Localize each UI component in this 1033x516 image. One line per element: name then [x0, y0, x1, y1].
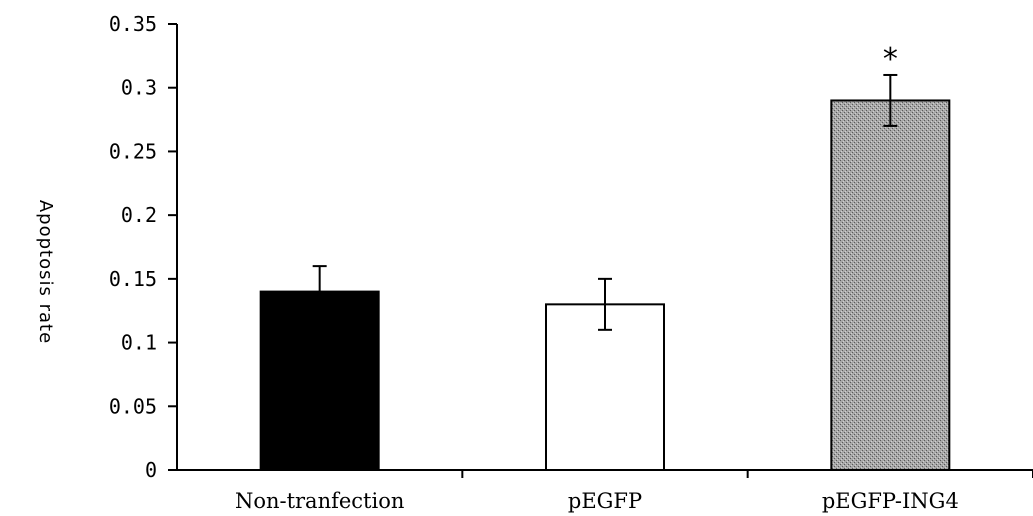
x-category-label: Non-tranfection — [235, 489, 404, 513]
y-tick-label: 0.1 — [121, 331, 157, 355]
bar-non-tranfection — [259, 290, 380, 471]
y-tick-label: 0.2 — [121, 203, 157, 227]
y-tick-label: 0.25 — [109, 139, 157, 163]
error-bars — [312, 73, 898, 331]
y-tick-label: 0 — [145, 458, 157, 482]
y-tick-label: 0.35 — [109, 12, 157, 36]
significance-annotation: * — [883, 42, 898, 77]
y-axis-title: Apoptosis rate — [35, 200, 56, 344]
bar-pegfp-ing4 — [830, 99, 951, 471]
bars — [259, 99, 951, 472]
y-tick-label: 0.15 — [109, 267, 157, 291]
x-category-label: pEGFP — [568, 489, 642, 513]
annotations: * — [883, 42, 898, 77]
x-category-label: pEGFP-ING4 — [822, 489, 959, 513]
y-axis: 0 0.05 0.1 0.15 0.2 0.25 0.3 0.35 — [109, 12, 178, 482]
y-tick-label: 0.3 — [121, 76, 157, 100]
y-tick-label: 0.05 — [109, 394, 157, 418]
x-axis: Non-tranfection pEGFP pEGFP-ING4 — [177, 469, 1033, 513]
